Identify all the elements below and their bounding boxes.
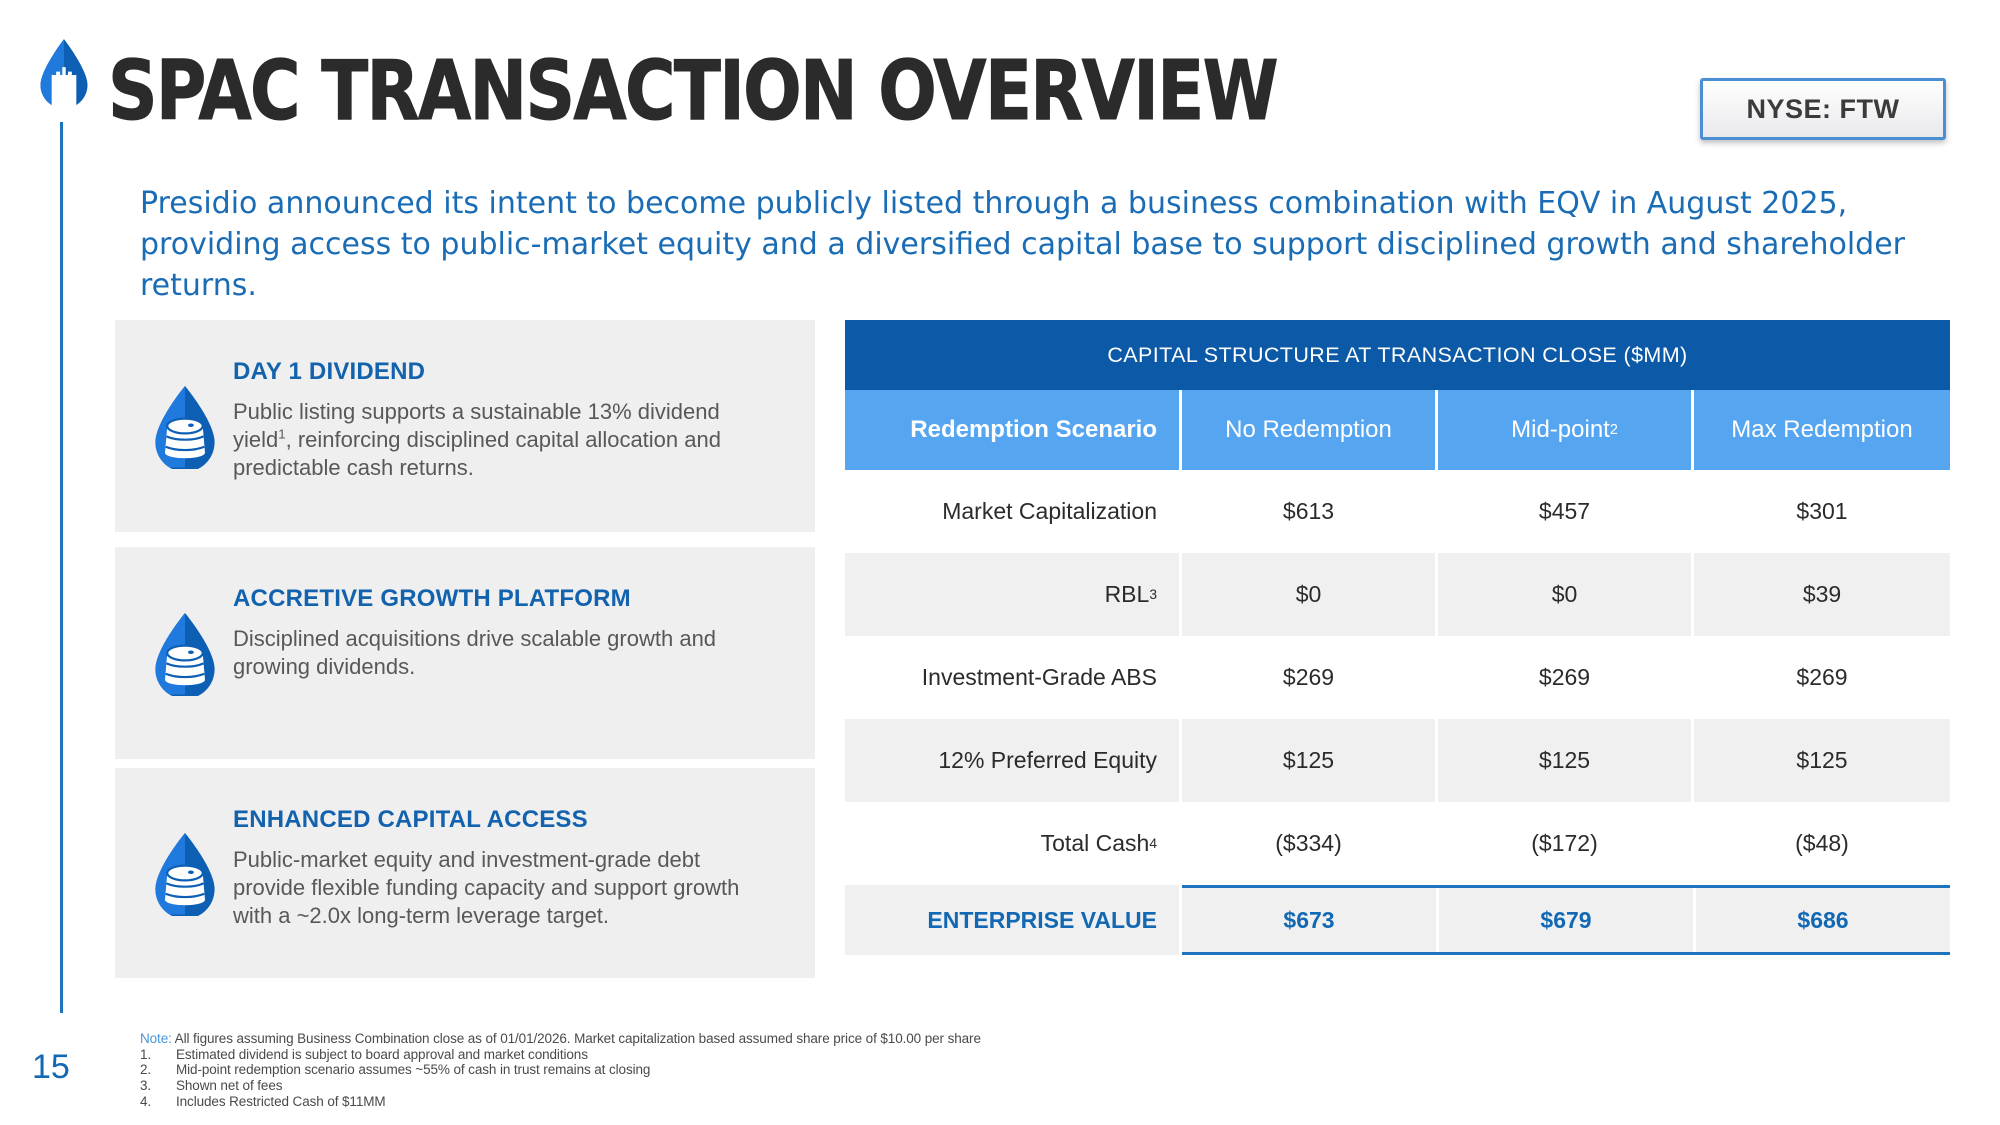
company-logo-icon [40, 39, 88, 108]
note-label: Note: [140, 1031, 172, 1046]
footnote-item: 1. Estimated dividend is subject to board… [140, 1046, 588, 1062]
row-value: $125 [1182, 719, 1435, 802]
row-value: ($48) [1694, 802, 1950, 885]
table-title: CAPITAL STRUCTURE AT TRANSACTION CLOSE (… [845, 320, 1950, 390]
card-body: Disciplined acquisitions drive scalable … [233, 626, 717, 680]
table-row: Market Capitalization $613 $457 $301 [845, 470, 1950, 553]
table-row: RBL 3 $0 $0 $39 [845, 553, 1950, 636]
table-row: Total Cash 4 ($334) ($172) ($48) [845, 802, 1950, 885]
footnote-item: 3. Shown net of fees [140, 1077, 283, 1093]
card-heading: ENHANCED CAPITAL ACCESS [233, 806, 588, 833]
page-number: 15 [32, 1048, 70, 1086]
row-value: $39 [1694, 553, 1950, 636]
card-body: Public listing supports a sustainable 13… [233, 399, 721, 481]
row-label: ENTERPRISE VALUE [845, 885, 1179, 955]
card-day-1-dividend: DAY 1 DIVIDEND Public listing supports a… [115, 320, 815, 532]
footnote-ref: 1 [278, 426, 286, 442]
header-mid-point: Mid-point 2 [1438, 390, 1691, 470]
table-row: Investment-Grade ABS $269 $269 $269 [845, 636, 1950, 719]
row-value: $457 [1438, 470, 1691, 553]
row-value: $679 [1439, 888, 1693, 952]
footnotes: Note: All figures assuming Business Comb… [140, 1031, 981, 1109]
row-value: $0 [1182, 553, 1435, 636]
table-row: 12% Preferred Equity $125 $125 $125 [845, 719, 1950, 802]
row-value: $301 [1694, 470, 1950, 553]
oil-barrel-droplet-icon [137, 338, 233, 514]
card-heading: ACCRETIVE GROWTH PLATFORM [233, 585, 631, 612]
oil-barrel-droplet-icon [137, 786, 233, 960]
enterprise-value-row: ENTERPRISE VALUE $673 $679 $686 [845, 885, 1950, 955]
row-value: $125 [1438, 719, 1691, 802]
row-label: Market Capitalization [845, 470, 1179, 553]
row-label: RBL 3 [845, 553, 1179, 636]
table-header-row: Redemption Scenario No Redemption Mid-po… [845, 390, 1950, 470]
row-value: ($172) [1438, 802, 1691, 885]
oil-barrel-droplet-icon [137, 565, 233, 741]
footnote-note: Note: All figures assuming Business Comb… [140, 1031, 981, 1046]
row-value: $613 [1182, 470, 1435, 553]
ticker-badge: NYSE: FTW [1700, 78, 1946, 140]
row-value: ($334) [1182, 802, 1435, 885]
row-value: $686 [1696, 888, 1950, 952]
card-accretive-growth-platform: ACCRETIVE GROWTH PLATFORM Disciplined ac… [115, 547, 815, 759]
row-label: Investment-Grade ABS [845, 636, 1179, 719]
card-body: Public-market equity and investment-grad… [233, 847, 740, 929]
capital-structure-table: CAPITAL STRUCTURE AT TRANSACTION CLOSE (… [845, 320, 1950, 955]
row-value: $269 [1182, 636, 1435, 719]
row-value: $673 [1182, 888, 1436, 952]
card-enhanced-capital-access: ENHANCED CAPITAL ACCESS Public-market eq… [115, 768, 815, 978]
row-label: 12% Preferred Equity [845, 719, 1179, 802]
row-value: $125 [1694, 719, 1950, 802]
page-title: SPAC TRANSACTION OVERVIEW [108, 44, 1279, 140]
header-redemption-scenario: Redemption Scenario [845, 390, 1179, 470]
header-max-redemption: Max Redemption [1694, 390, 1950, 470]
ticker-badge-label: NYSE: FTW [1746, 93, 1900, 124]
intro-paragraph: Presidio announced its intent to become … [140, 186, 1906, 304]
left-accent-line [60, 122, 63, 1013]
footnote-item: 4. Includes Restricted Cash of $11MM [140, 1093, 386, 1109]
row-label: Total Cash 4 [845, 802, 1179, 885]
enterprise-value-values: $673 $679 $686 [1182, 885, 1950, 955]
card-heading: DAY 1 DIVIDEND [233, 358, 426, 385]
header-no-redemption: No Redemption [1182, 390, 1435, 470]
row-value: $269 [1438, 636, 1691, 719]
row-value: $269 [1694, 636, 1950, 719]
row-value: $0 [1438, 553, 1691, 636]
footnote-item: 2. Mid-point redemption scenario assumes … [140, 1062, 651, 1078]
